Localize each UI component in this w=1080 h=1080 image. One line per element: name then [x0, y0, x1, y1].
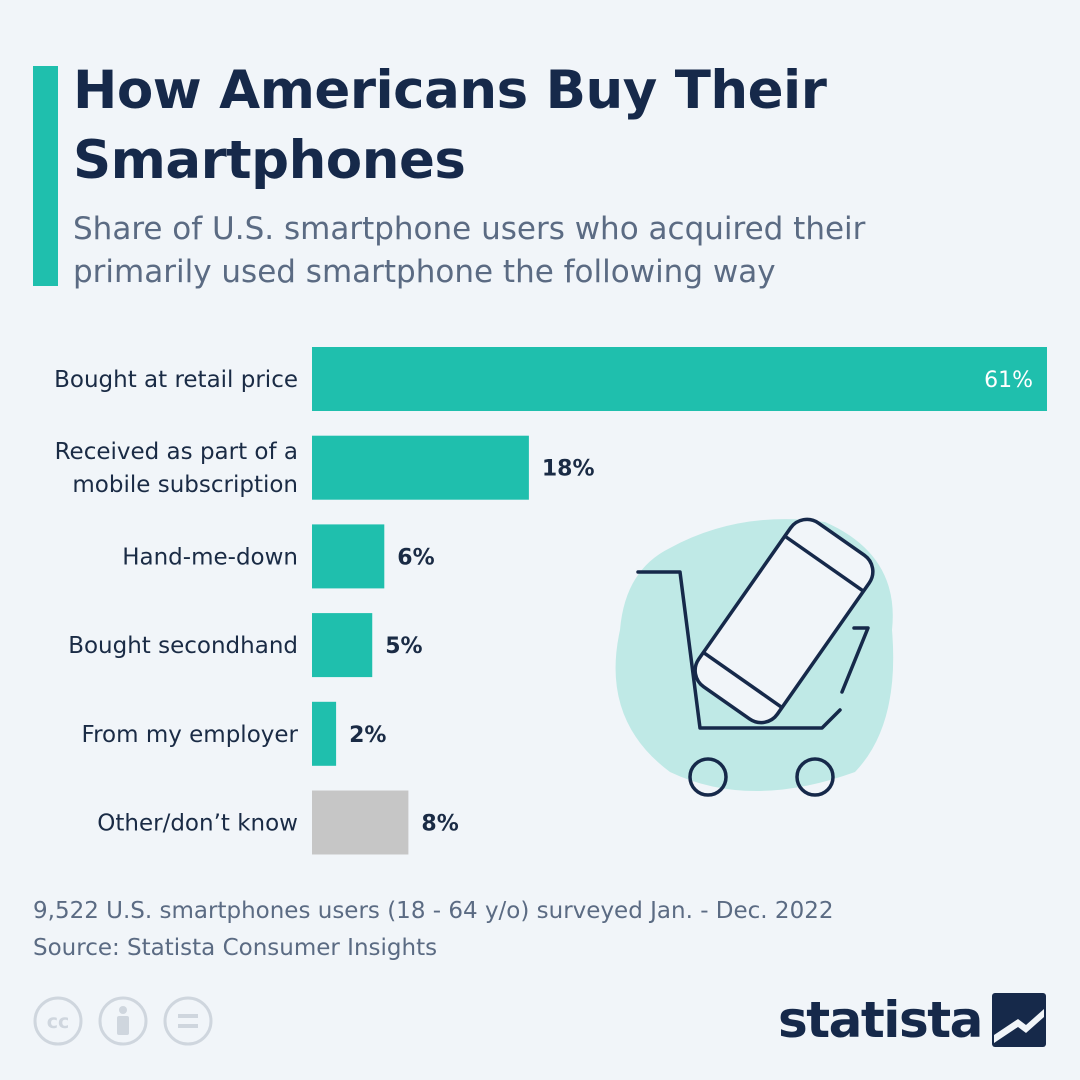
- statista-mark-icon: [991, 993, 1046, 1047]
- brand-wordmark: statista: [778, 991, 983, 1049]
- category-label: Received as part of a mobile subscription: [55, 439, 298, 498]
- title-accent-bar: [33, 66, 58, 286]
- attribution-icon: [98, 996, 148, 1046]
- smartphone-icon: [693, 517, 875, 725]
- source-note: Source: Statista Consumer Insights: [33, 935, 438, 961]
- category-label: Other/don’t know: [97, 811, 298, 837]
- license-icons: cc: [33, 996, 213, 1046]
- data-label: 18%: [542, 457, 595, 482]
- data-label: 61%: [984, 368, 1033, 393]
- bar: [312, 790, 409, 855]
- category-label: Hand-me-down: [122, 544, 298, 570]
- chart-subtitle: Share of U.S. smartphone users who acqui…: [73, 211, 866, 290]
- category-label: From my employer: [82, 722, 299, 748]
- data-label: 5%: [385, 634, 422, 659]
- survey-note: 9,522 U.S. smartphones users (18 - 64 y/…: [33, 898, 834, 924]
- cart-icon: [636, 570, 870, 797]
- cc-icon: [33, 996, 83, 1046]
- data-label: 8%: [421, 812, 458, 837]
- bar: [312, 524, 385, 589]
- bar-chart: Bought at retail price 61% Received as par…: [54, 347, 1047, 855]
- data-label: 6%: [397, 545, 434, 570]
- bar: [312, 347, 1047, 411]
- data-label: 2%: [349, 723, 386, 748]
- chart-title: How Americans Buy Their Smartphones: [73, 60, 827, 191]
- bar: [312, 613, 373, 678]
- no-derivatives-icon: [163, 996, 213, 1046]
- statista-logo: statista: [778, 985, 1058, 1055]
- svg-text:cc: cc: [47, 1011, 70, 1033]
- shopping-cart-smartphone-icon: [615, 517, 894, 797]
- bar: [312, 435, 529, 500]
- category-label: Bought secondhand: [68, 633, 298, 659]
- bar: [312, 701, 337, 766]
- category-label: Bought at retail price: [54, 367, 298, 393]
- footnote: 9,522 U.S. smartphones users (18 - 64 y/…: [33, 893, 1033, 967]
